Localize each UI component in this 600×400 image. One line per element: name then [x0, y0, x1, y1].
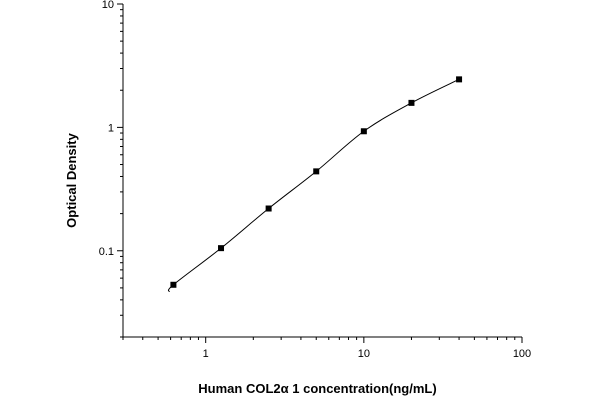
y-axis-ticks [117, 3, 123, 338]
x-axis-ticks [122, 337, 523, 343]
x-axis-title: Human COL2α 1 concentration(ng/mL) [198, 381, 436, 396]
data-point [170, 281, 177, 288]
x-tick-label: 100 [513, 348, 531, 360]
data-point [218, 245, 225, 252]
y-tick-label: 0.1 [99, 246, 114, 258]
data-point [265, 205, 272, 212]
data-point [313, 168, 320, 175]
data-point [408, 99, 415, 106]
y-tick-label: 1 [108, 122, 114, 134]
y-axis-title: Optical Density [64, 132, 79, 227]
y-axis-tick-labels: 0.1 1 10 [99, 0, 114, 258]
data-point [456, 76, 463, 83]
data-points [170, 76, 463, 288]
fit-curve [167, 78, 460, 293]
x-tick-label: 10 [358, 348, 370, 360]
x-axis-tick-labels: 1 10 100 [203, 348, 532, 360]
data-point [360, 128, 367, 135]
axes [122, 4, 522, 338]
x-tick-label: 1 [203, 348, 209, 360]
y-tick-label: 10 [102, 0, 114, 11]
